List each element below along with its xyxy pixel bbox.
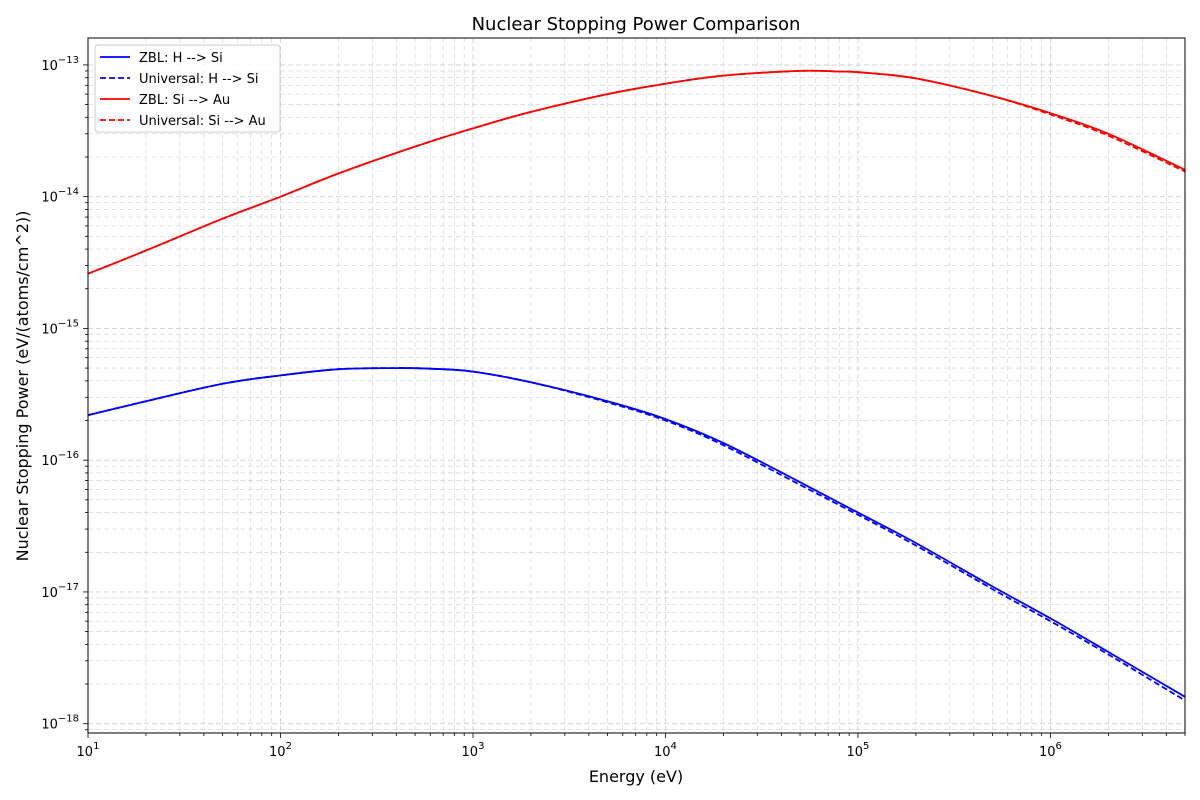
tick-labels: 101 102 103 104 105 10610−1810−1710−1610−1510… (41, 55, 1062, 760)
x-tick-label-exponent: 2 (286, 741, 292, 752)
y-tick-label-exponent: −15 (58, 318, 79, 329)
x-tick-label: 105 (847, 741, 870, 760)
y-tick-label: 10−16 (41, 450, 79, 469)
plot-series (87, 69, 1186, 702)
axis-ticks (83, 64, 1186, 738)
x-tick-label-base: 10 (269, 745, 286, 760)
legend-label: ZBL: H --> Si (139, 51, 223, 66)
y-tick-label-exponent: −14 (58, 187, 79, 198)
x-tick-label: 104 (654, 741, 677, 760)
y-tick-label-exponent: −18 (58, 714, 79, 725)
legend: ZBL: H --> Si Universal: H --> Si ZBL: Si … (94, 44, 281, 133)
legend-label: Universal: H --> Si (139, 72, 258, 87)
y-tick-label-exponent: −17 (58, 582, 79, 593)
y-tick-label: 10−17 (41, 582, 79, 601)
x-tick-label-exponent: 4 (671, 741, 677, 752)
legend-label: ZBL: Si --> Au (139, 93, 230, 108)
y-tick-label-exponent: −13 (58, 55, 79, 66)
x-tick-label-exponent: 3 (478, 741, 484, 752)
x-tick-label-exponent: 5 (863, 741, 869, 752)
series-line-1 (87, 367, 1186, 698)
x-tick-label-exponent: 1 (93, 741, 99, 752)
y-tick-label: 10−15 (41, 318, 79, 337)
x-tick-label-base: 10 (1039, 745, 1056, 760)
y-tick-label-exponent: −16 (58, 450, 79, 461)
y-tick-label-base: 10 (41, 454, 58, 469)
x-tick-label-base: 10 (77, 745, 94, 760)
y-tick-label-base: 10 (41, 586, 58, 601)
x-tick-label-base: 10 (654, 745, 671, 760)
x-tick-label: 106 (1039, 741, 1062, 760)
y-tick-label-base: 10 (41, 191, 58, 206)
series-line-4 (87, 69, 1186, 275)
x-tick-label-exponent: 6 (1056, 741, 1062, 752)
x-tick-label: 103 (462, 741, 485, 760)
legend-label: Universal: Si --> Au (139, 114, 266, 129)
x-tick-label: 101 (77, 741, 100, 760)
x-axis-label: Energy (eV) (589, 767, 683, 786)
y-tick-label-base: 10 (41, 59, 58, 74)
y-tick-label-base: 10 (41, 322, 58, 337)
plot-frame (87, 37, 1186, 734)
y-tick-label: 10−18 (41, 714, 79, 733)
x-tick-label-base: 10 (847, 745, 864, 760)
y-tick-label: 10−14 (41, 187, 79, 206)
legend-box (94, 44, 281, 133)
y-tick-label: 10−13 (41, 55, 79, 74)
chart-title: Nuclear Stopping Power Comparison (472, 14, 801, 35)
x-tick-label: 102 (269, 741, 292, 760)
series-line-2 (87, 367, 1186, 702)
y-tick-label-base: 10 (41, 718, 58, 733)
x-tick-label-base: 10 (462, 745, 479, 760)
y-axis-label: Nuclear Stopping Power (eV/(atoms/cm^2)) (13, 211, 32, 562)
